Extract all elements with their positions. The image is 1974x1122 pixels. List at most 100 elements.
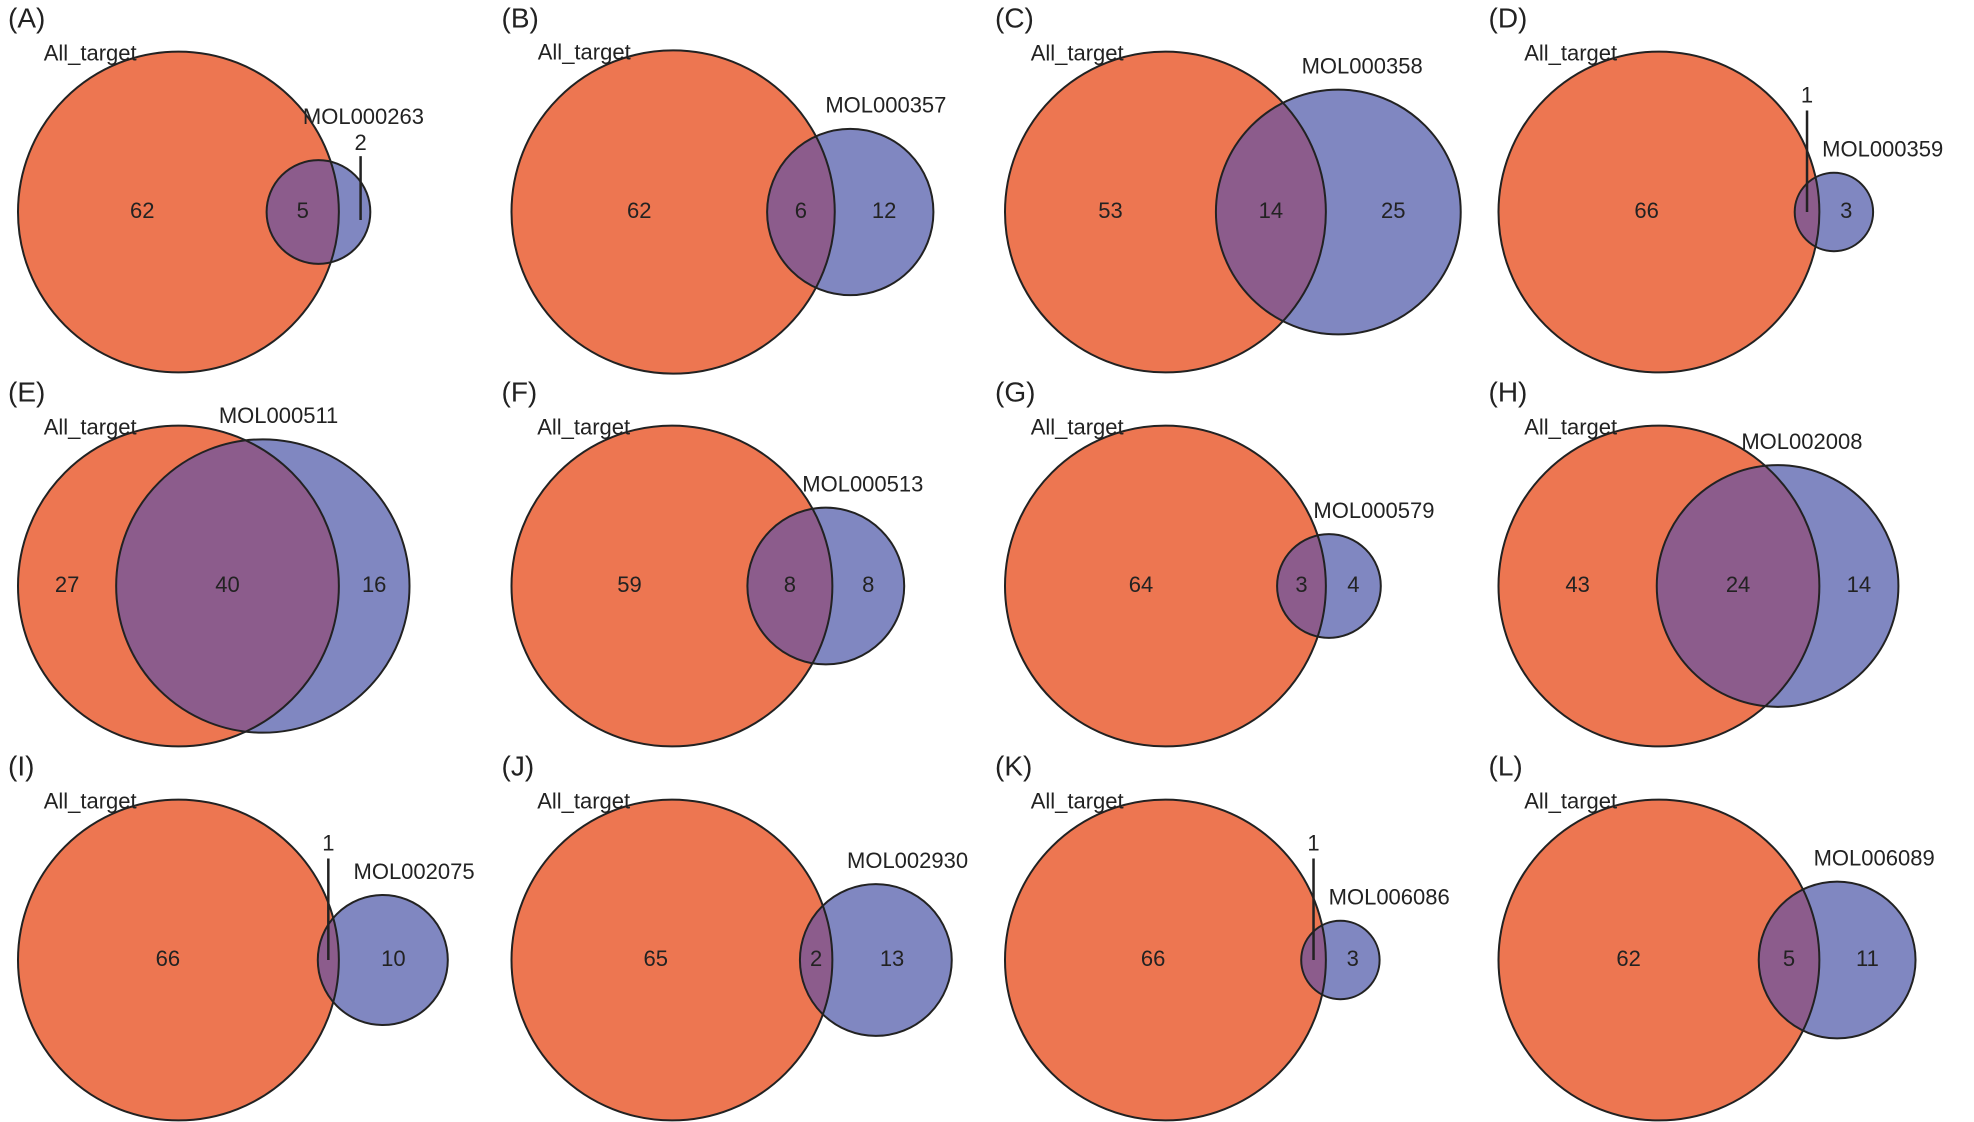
count-label: 6 [795,198,807,223]
outline [1497,798,1821,1122]
count-label: 27 [55,572,79,597]
set-name: All_target [44,415,137,440]
panel-label: (F) [502,376,538,407]
outline [17,50,340,374]
set-name: MOL002008 [1741,429,1862,454]
set-circle [511,799,833,1121]
count-label: 12 [872,198,896,223]
set-name: All_target [44,789,137,814]
set-circle [1004,799,1326,1121]
overlap [1277,534,1326,638]
overlap [1215,89,1326,335]
overlap [1758,881,1820,1039]
overlap [747,507,833,665]
count-label: 66 [156,946,180,971]
set-name: MOL000359 [1822,137,1943,162]
set-name: All_target [537,789,630,814]
overlap [767,128,835,296]
outline [1300,919,1381,1001]
panel-label: (E) [8,376,45,407]
count-label: 43 [1565,572,1589,597]
set-circle [511,425,833,747]
panel-label: (D) [1489,2,1528,33]
count-label: 2 [354,130,366,155]
panel-label: (A) [8,2,45,33]
count-label: 11 [1856,946,1879,971]
count-label: 5 [1783,946,1795,971]
count-label: 3 [1295,572,1307,597]
outline [510,49,836,375]
overlap [1794,172,1820,252]
count-label: 40 [215,572,239,597]
count-label: 62 [130,198,154,223]
outline [17,798,340,1122]
panel-label: (C) [995,2,1034,33]
outline [115,438,411,734]
count-label: 10 [381,946,405,971]
count-label: 66 [1141,946,1165,971]
overlap [1656,465,1820,707]
outline [798,883,953,1037]
set-circle [1498,799,1820,1121]
outline [1003,798,1327,1122]
set-circle [317,894,448,1026]
set-name: MOL000513 [802,471,923,496]
outline [1003,50,1327,374]
count-label: 66 [1634,198,1658,223]
count-label: 13 [880,946,904,971]
panel-label: (H) [1489,376,1528,407]
count-label: 65 [643,946,667,971]
set-name: All_target [1031,789,1124,814]
set-name: MOL002930 [847,848,968,873]
panel-label: (I) [8,750,34,781]
panel-label: (K) [995,750,1032,781]
set-name: MOL000511 [219,403,338,428]
count-label: 3 [1347,946,1359,971]
set-circle [1004,425,1326,747]
count-label: 2 [810,946,822,971]
set-name: All_target [1031,41,1124,66]
count-label: 5 [297,198,309,223]
count-label: 64 [1129,572,1153,597]
outline [1655,464,1900,708]
count-label: 1 [322,830,334,855]
set-name: MOL000358 [1302,53,1423,78]
outline [1276,533,1382,639]
overlap [1301,920,1326,1000]
count-label: 24 [1726,572,1750,597]
count-label: 59 [617,572,641,597]
set-name: All_target [538,39,631,64]
outline [316,893,449,1027]
panel-label: (G) [995,376,1035,407]
count-label: 53 [1098,198,1122,223]
count-label: 8 [862,572,874,597]
outline [510,424,834,748]
set-name: MOL000579 [1313,498,1434,523]
outline [265,159,372,265]
set-name: All_target [1031,415,1124,440]
count-label: 16 [362,572,386,597]
outline [17,424,340,748]
count-label: 1 [1801,82,1813,107]
set-name: All_target [1524,789,1617,814]
outline [1497,50,1821,374]
count-label: 25 [1381,198,1405,223]
panel-label: (J) [502,750,535,781]
overlap [266,160,339,264]
outline [1003,424,1327,748]
count-label: 62 [627,198,651,223]
set-name: MOL000357 [825,93,946,118]
set-circle [799,884,952,1036]
set-name: MOL006089 [1814,845,1935,870]
count-label: 1 [1307,830,1319,855]
outline [1757,880,1917,1040]
set-circle [1498,51,1820,373]
set-circle [18,51,339,373]
count-label: 14 [1259,198,1283,223]
count-label: 8 [784,572,796,597]
outline [766,127,935,297]
count-label: 4 [1347,572,1359,597]
set-name: MOL002075 [354,859,475,884]
outline [510,798,834,1122]
